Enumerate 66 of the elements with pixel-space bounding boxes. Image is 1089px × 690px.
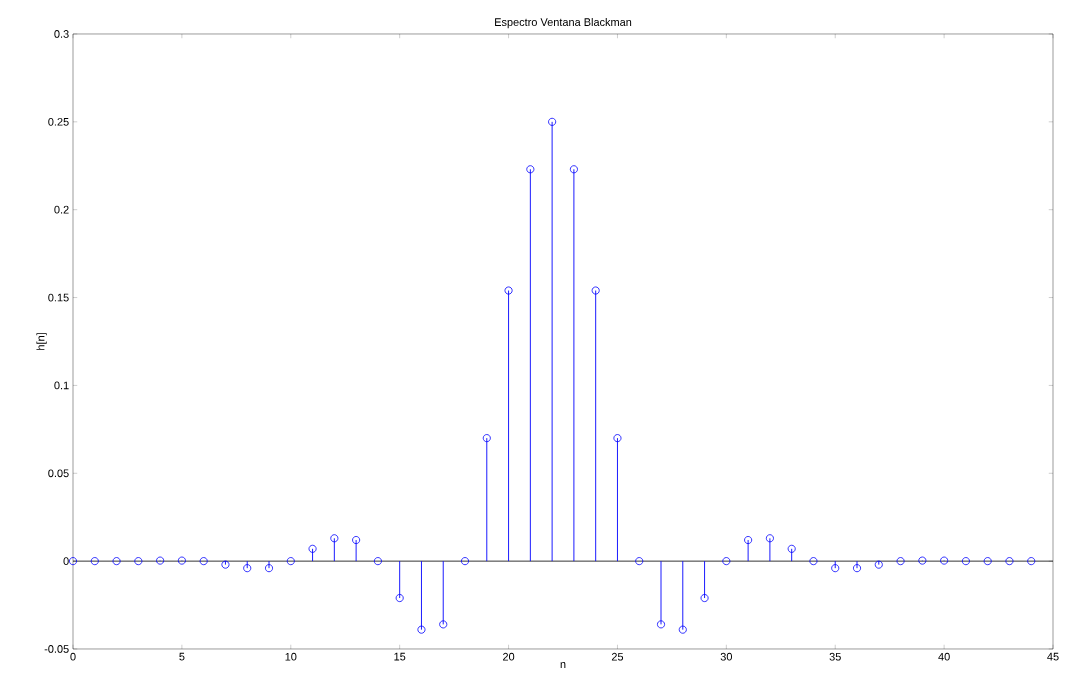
point (526, 165, 535, 174)
point (69, 557, 78, 566)
point (569, 165, 578, 174)
x-tick-label: 30 (720, 652, 732, 661)
y-tick-label: 0.15 (48, 293, 69, 302)
y-tick-label: 0.05 (48, 469, 69, 478)
x-tick-label: 15 (394, 652, 406, 661)
point (373, 557, 382, 566)
point (678, 625, 687, 634)
point (177, 556, 186, 565)
point (1027, 557, 1036, 566)
point (221, 560, 230, 569)
point (199, 557, 208, 566)
x-tick-label: 45 (1047, 652, 1059, 661)
point (635, 557, 644, 566)
point (831, 564, 840, 573)
point (591, 286, 600, 295)
point (352, 536, 361, 545)
point (90, 557, 99, 566)
x-axis-title: n (560, 662, 566, 668)
point (940, 556, 949, 565)
point (722, 557, 731, 566)
point (613, 434, 622, 443)
y-axis-title: h[n] (36, 333, 47, 350)
point (112, 557, 121, 566)
point (765, 534, 774, 543)
point (744, 536, 753, 545)
y-tick-label: 0.2 (54, 205, 69, 214)
point (1005, 557, 1014, 566)
point (330, 534, 339, 543)
point (853, 564, 862, 573)
y-tick-label: 0 (63, 557, 69, 566)
point (265, 564, 274, 573)
x-tick-label: 10 (285, 652, 297, 661)
point (700, 594, 709, 603)
x-tick-label: 40 (938, 652, 950, 661)
point (243, 564, 252, 573)
point (918, 556, 927, 565)
y-tick-label: 0.1 (54, 381, 69, 390)
point (439, 620, 448, 629)
x-tick-label: 25 (611, 652, 624, 661)
y-tick-label: 0.25 (48, 117, 69, 126)
chart-title: Espectro Ventana Blackman (495, 17, 632, 29)
point (286, 557, 295, 566)
x-tick-label: 0 (70, 652, 76, 661)
point (961, 557, 970, 566)
point (156, 556, 165, 565)
point (787, 544, 796, 553)
x-tick-label: 5 (179, 652, 185, 661)
point (308, 544, 317, 553)
point (548, 117, 557, 126)
point (504, 286, 513, 295)
point (417, 625, 426, 634)
point (983, 557, 992, 566)
point (657, 620, 666, 629)
point (874, 560, 883, 569)
point (809, 557, 818, 566)
x-tick-label: 35 (829, 652, 841, 661)
point (395, 594, 404, 603)
point (461, 557, 470, 566)
y-tick-label: -0.05 (44, 645, 69, 653)
point (896, 557, 905, 566)
point (134, 557, 143, 566)
point (482, 434, 491, 443)
y-tick-label: 0.3 (54, 30, 69, 38)
x-tick-label: 20 (503, 652, 515, 661)
